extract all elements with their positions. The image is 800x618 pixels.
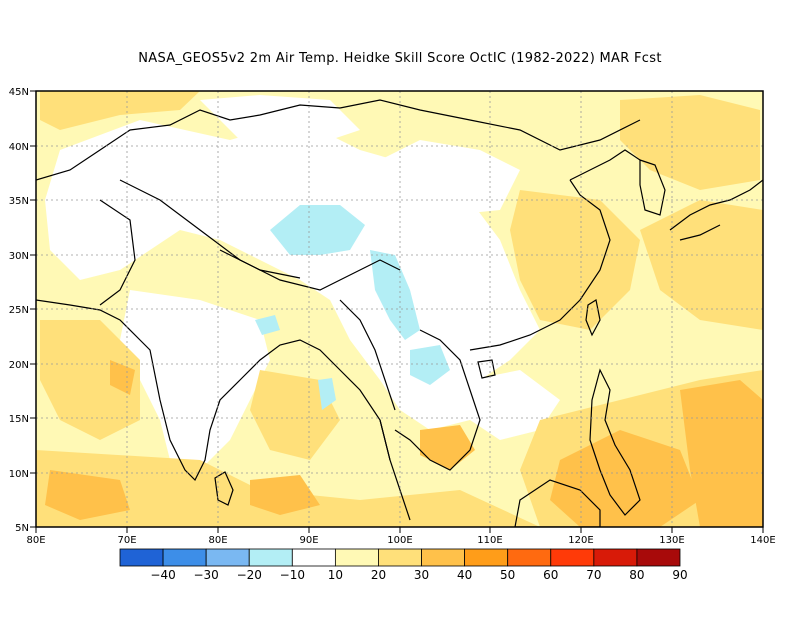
border-nepal xyxy=(219,249,301,279)
field-white-north xyxy=(200,95,360,150)
border-central-asia xyxy=(36,104,341,181)
border-pakistan xyxy=(99,199,136,306)
coast-korea xyxy=(639,159,666,216)
coast-philippines xyxy=(589,368,641,516)
field-orange-philippines xyxy=(550,430,700,527)
field-yellow-bay xyxy=(250,370,340,460)
lat-label: 40N xyxy=(9,142,29,153)
field-yellow-pacific xyxy=(640,200,763,330)
border-china-north xyxy=(339,99,641,151)
field-orange-pacific-se xyxy=(680,380,763,527)
colorbar-label: −30 xyxy=(193,568,218,582)
field-yellow-far-south xyxy=(36,450,540,527)
graticule xyxy=(36,91,763,527)
coast-hainan xyxy=(477,359,496,379)
field-white-india xyxy=(120,290,270,470)
lat-label: 5N xyxy=(15,523,29,534)
lat-labels: 5N 10N 15N 20N 25N 30N 35N 40N 45N xyxy=(9,87,29,534)
axis-ticks xyxy=(30,90,764,533)
lat-label: 20N xyxy=(9,360,29,371)
coast-borneo xyxy=(514,479,601,527)
field-cyan-tibet xyxy=(270,205,365,255)
coast-japan xyxy=(669,179,763,241)
field-yellow-east-china xyxy=(510,190,640,330)
lat-label: 15N xyxy=(9,414,29,425)
border-myanmar xyxy=(339,299,396,411)
colorbar-swatch xyxy=(378,548,422,567)
lat-label: 30N xyxy=(9,251,29,262)
colorbar-swatch xyxy=(464,548,509,567)
coast-indochina xyxy=(394,329,481,471)
colorbar-label: 80 xyxy=(629,568,644,582)
colorbar-label: −10 xyxy=(280,568,305,582)
field-white-indochina xyxy=(470,370,560,440)
lon-label: 80E xyxy=(208,535,227,546)
lon-label: 80E xyxy=(26,535,45,546)
field-yellow-west-india xyxy=(40,320,140,440)
colorbar-label: −40 xyxy=(150,568,175,582)
colorbar-label: 10 xyxy=(328,568,343,582)
field-orange-tropics xyxy=(250,475,320,515)
coast-south-china xyxy=(469,179,611,351)
colorbar-swatch xyxy=(593,548,638,567)
colorbar-swatch xyxy=(291,548,336,567)
lon-label: 110E xyxy=(477,535,502,546)
coastlines xyxy=(36,99,763,527)
lat-label: 10N xyxy=(9,469,29,480)
lon-label: 140E xyxy=(750,535,775,546)
colorbar-label: −20 xyxy=(237,568,262,582)
colorbar-swatch xyxy=(550,548,595,567)
skill-field xyxy=(36,91,763,527)
lat-label: 45N xyxy=(9,87,29,98)
lon-label: 90E xyxy=(299,535,318,546)
colorbar-label: 60 xyxy=(543,568,558,582)
lat-label: 25N xyxy=(9,305,29,316)
lon-label: 130E xyxy=(659,535,684,546)
colorbar-swatch xyxy=(248,548,293,567)
lat-label: 35N xyxy=(9,196,29,207)
colorbar-label: 90 xyxy=(672,568,687,582)
lon-label: 70E xyxy=(117,535,136,546)
lon-labels: 80E 70E 80E 90E 100E 110E 120E 130E 140E xyxy=(26,535,775,546)
coast-yellow-sea xyxy=(569,149,641,181)
field-orange-west-india xyxy=(110,360,135,395)
map-title: NASA_GEOS5v2 2m Air Temp. Heidke Skill S… xyxy=(138,51,662,66)
border-himalaya xyxy=(119,179,401,291)
field-cyan-laos xyxy=(410,345,450,385)
colorbar-swatch xyxy=(507,548,552,567)
colorbar-swatch xyxy=(162,548,207,567)
coast-india xyxy=(36,299,391,482)
colorbar-swatch xyxy=(334,548,379,567)
coast-malay xyxy=(379,419,411,521)
field-orange-arabian xyxy=(45,470,130,520)
colorbar-swatch xyxy=(421,548,466,567)
field-white-tibet-east xyxy=(380,140,520,215)
colorbar: −40 −30 −20 −10 10 20 30 40 50 60 70 80 90 xyxy=(119,548,688,582)
lon-label: 100E xyxy=(387,535,412,546)
colorbar-label: 40 xyxy=(457,568,472,582)
colorbar-swatch xyxy=(636,548,681,567)
colorbar-label: 70 xyxy=(586,568,601,582)
field-cyan-yunnan xyxy=(370,250,420,340)
colorbar-swatch xyxy=(119,548,164,567)
colorbar-swatch xyxy=(205,548,250,567)
field-yellow-northwest xyxy=(40,91,200,130)
field-cyan-bay xyxy=(318,378,336,410)
field-cyan-assam xyxy=(255,315,280,335)
colorbar-label: 20 xyxy=(371,568,386,582)
colorbar-label: 50 xyxy=(500,568,515,582)
colorbar-label: 30 xyxy=(414,568,429,582)
coast-sri-lanka xyxy=(214,471,234,506)
lon-label: 120E xyxy=(568,535,593,546)
coast-taiwan xyxy=(585,299,601,337)
